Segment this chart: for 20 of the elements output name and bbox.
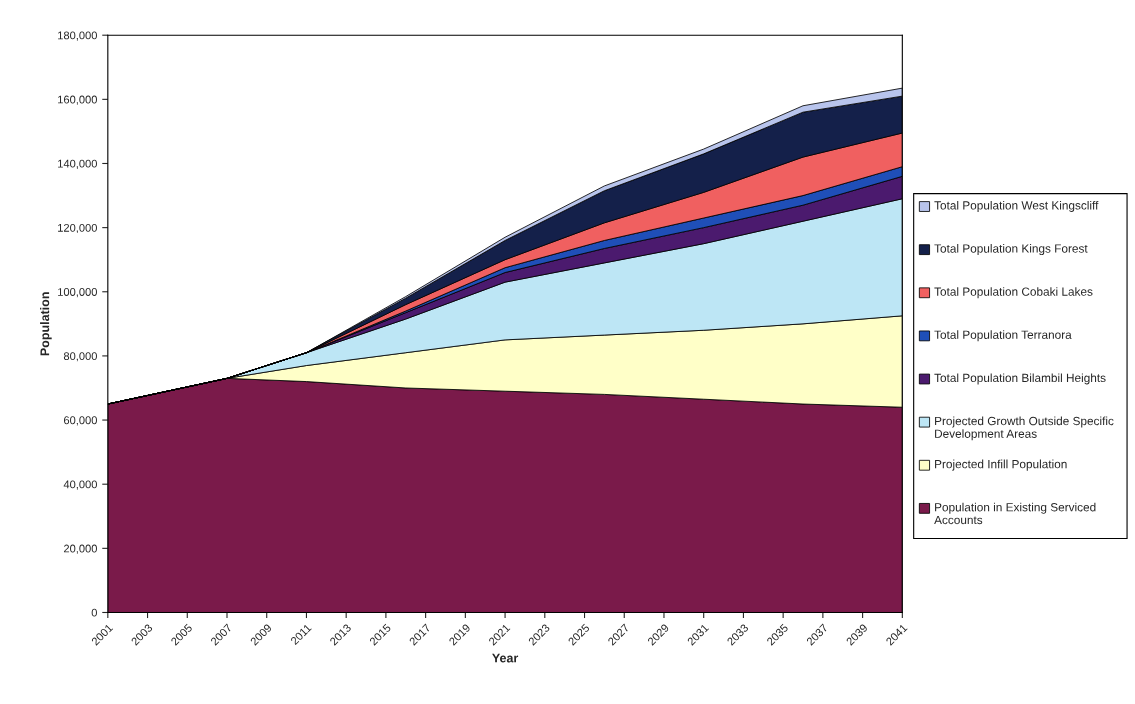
y-tick-label: 0 xyxy=(91,608,97,617)
y-tick-label: 20,000 xyxy=(63,544,97,554)
x-axis-title: Year xyxy=(492,653,519,663)
legend-label: Population in Existing Serviced Accounts xyxy=(934,502,1096,525)
y-tick-label: 160,000 xyxy=(58,95,97,105)
y-tick-label: 100,000 xyxy=(58,288,97,298)
legend-label: Total Population Terranora xyxy=(934,330,1072,342)
legend-label: Total Population Bilambil Heights xyxy=(934,373,1106,385)
legend-label: Total Population West Kingscliff xyxy=(934,200,1099,212)
y-tick-label: 120,000 xyxy=(58,223,97,234)
y-tick-label: 40,000 xyxy=(63,480,97,490)
y-tick-label: 140,000 xyxy=(58,159,97,169)
legend-label: Total Population Kings Forest xyxy=(934,244,1088,256)
legend-label: Projected Infill Population xyxy=(935,459,1067,471)
legend-label: Total Population Cobaki Lakes xyxy=(934,287,1093,299)
y-tick-label: 180,000 xyxy=(58,31,97,41)
y-tick-label: 60,000 xyxy=(63,416,97,426)
y-axis-title: Population xyxy=(40,292,52,356)
y-tick-label: 80,000 xyxy=(63,352,97,362)
legend-label: Projected Growth Outside Specific Development Areas xyxy=(935,416,1114,441)
